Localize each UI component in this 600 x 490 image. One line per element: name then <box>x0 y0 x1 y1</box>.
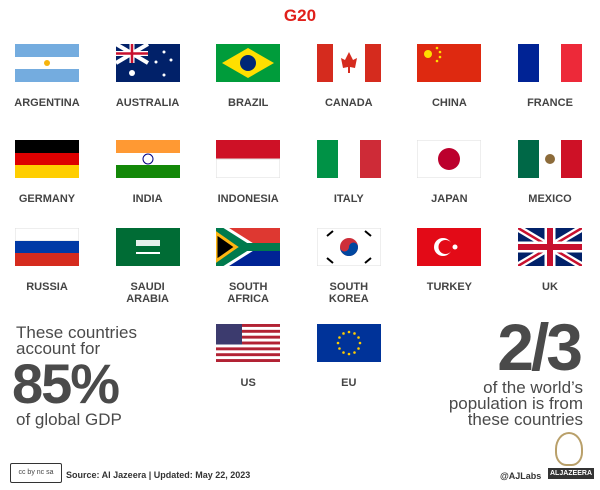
country-label: ITALY <box>333 193 364 205</box>
handle-text: @AJLabs <box>500 471 542 481</box>
country-mexico: MEXICO <box>500 140 600 205</box>
country-label: INDIA <box>132 193 163 205</box>
flag-brazil-icon <box>216 44 281 82</box>
population-line2: population is from <box>448 394 583 413</box>
population-line1: of the world’s <box>483 378 583 397</box>
country-label: GERMANY <box>18 193 76 205</box>
gdp-value: 85% <box>12 352 120 415</box>
aljazeera-logo-icon <box>555 432 583 466</box>
source-text: Source: Al Jazeera | Updated: May 22, 20… <box>66 470 251 480</box>
country-label: US <box>240 377 256 389</box>
population-value: 2/3 <box>497 310 583 384</box>
country-south-korea: SOUTH KOREA <box>299 228 399 305</box>
flag-russia-icon <box>15 228 79 266</box>
flag-argentina-icon <box>15 44 79 82</box>
country-japan: JAPAN <box>399 140 499 205</box>
gdp-line3: of global GDP <box>16 410 122 429</box>
country-label: BRAZIL <box>228 97 269 109</box>
country-label: SOUTH AFRICA <box>227 281 269 305</box>
flag-south-africa-icon <box>216 228 281 266</box>
population-line3: these countries <box>467 410 583 429</box>
flag-germany-icon <box>15 140 79 178</box>
country-us: US <box>198 324 298 389</box>
cc-license-icon: cc by nc sa <box>10 463 62 483</box>
country-label: AUSTRALIA <box>115 97 180 109</box>
country-label: TURKEY <box>426 281 472 293</box>
flag-australia-icon <box>115 44 180 82</box>
country-france: FRANCE <box>500 44 600 109</box>
country-label: INDONESIA <box>217 193 279 205</box>
country-label: RUSSIA <box>26 281 68 293</box>
page-title: G20 <box>283 6 317 25</box>
country-label: MEXICO <box>528 193 572 205</box>
country-label: FRANCE <box>527 97 573 109</box>
country-label: CHINA <box>431 97 467 109</box>
flag-turkey-icon <box>417 228 482 266</box>
country-indonesia: INDONESIA <box>198 140 298 205</box>
flag-canada-icon <box>316 44 381 82</box>
flag-japan-icon <box>417 140 482 178</box>
flag-eu-icon <box>316 324 381 362</box>
country-canada: CANADA <box>299 44 399 109</box>
flag-italy-icon <box>316 140 381 178</box>
country-china: CHINA <box>399 44 499 109</box>
country-russia: RUSSIA <box>0 228 97 293</box>
country-label: UK <box>542 281 558 293</box>
country-label: EU <box>341 377 357 389</box>
country-label: JAPAN <box>431 193 468 205</box>
flag-uk-icon <box>518 228 582 266</box>
country-south-africa: SOUTH AFRICA <box>198 228 298 305</box>
flag-india-icon <box>115 140 180 178</box>
brand-badge: ALJAZEERA <box>548 468 595 479</box>
flag-south-korea-icon <box>316 228 381 266</box>
country-turkey: TURKEY <box>399 228 499 293</box>
flag-indonesia-icon <box>216 140 281 178</box>
flag-china-icon <box>417 44 482 82</box>
flag-us-icon <box>216 324 281 362</box>
flag-mexico-icon <box>518 140 582 178</box>
country-brazil: BRAZIL <box>198 44 298 109</box>
gdp-line2: account for <box>16 339 101 358</box>
country-label: ARGENTINA <box>14 97 80 109</box>
country-india: INDIA <box>98 140 198 205</box>
country-label: CANADA <box>324 97 373 109</box>
country-eu: EU <box>299 324 399 389</box>
country-label: SAUDI ARABIA <box>126 281 169 305</box>
country-label: SOUTH KOREA <box>328 281 369 305</box>
flag-saudi-arabia-icon <box>115 228 180 266</box>
gdp-line1: These countries <box>16 323 137 342</box>
flag-france-icon <box>518 44 582 82</box>
country-uk: UK <box>500 228 600 293</box>
country-italy: ITALY <box>299 140 399 205</box>
country-australia: AUSTRALIA <box>98 44 198 109</box>
country-germany: GERMANY <box>0 140 97 205</box>
country-argentina: ARGENTINA <box>0 44 97 109</box>
country-saudi-arabia: SAUDI ARABIA <box>98 228 198 305</box>
